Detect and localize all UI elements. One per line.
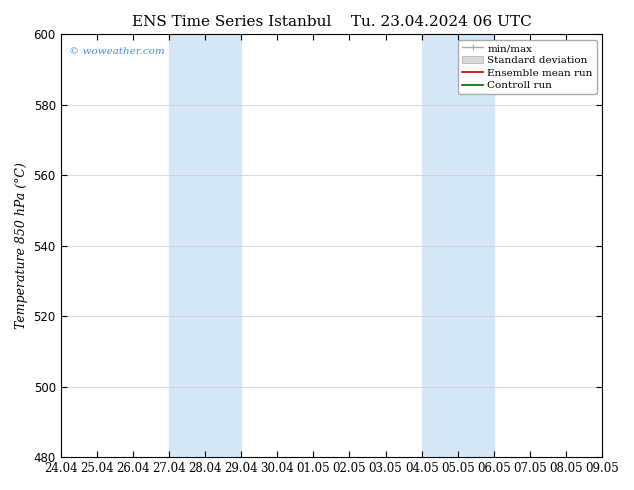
Bar [169,34,241,457]
Text: © woweather.com: © woweather.com [68,47,165,56]
Bar [422,34,494,457]
Title: ENS Time Series Istanbul    Tu. 23.04.2024 06 UTC: ENS Time Series Istanbul Tu. 23.04.2024 … [131,15,531,29]
Y-axis label: Temperature 850 hPa (°C): Temperature 850 hPa (°C) [15,162,28,329]
Legend: min/max, Standard deviation, Ensemble mean run, Controll run: min/max, Standard deviation, Ensemble me… [458,40,597,95]
